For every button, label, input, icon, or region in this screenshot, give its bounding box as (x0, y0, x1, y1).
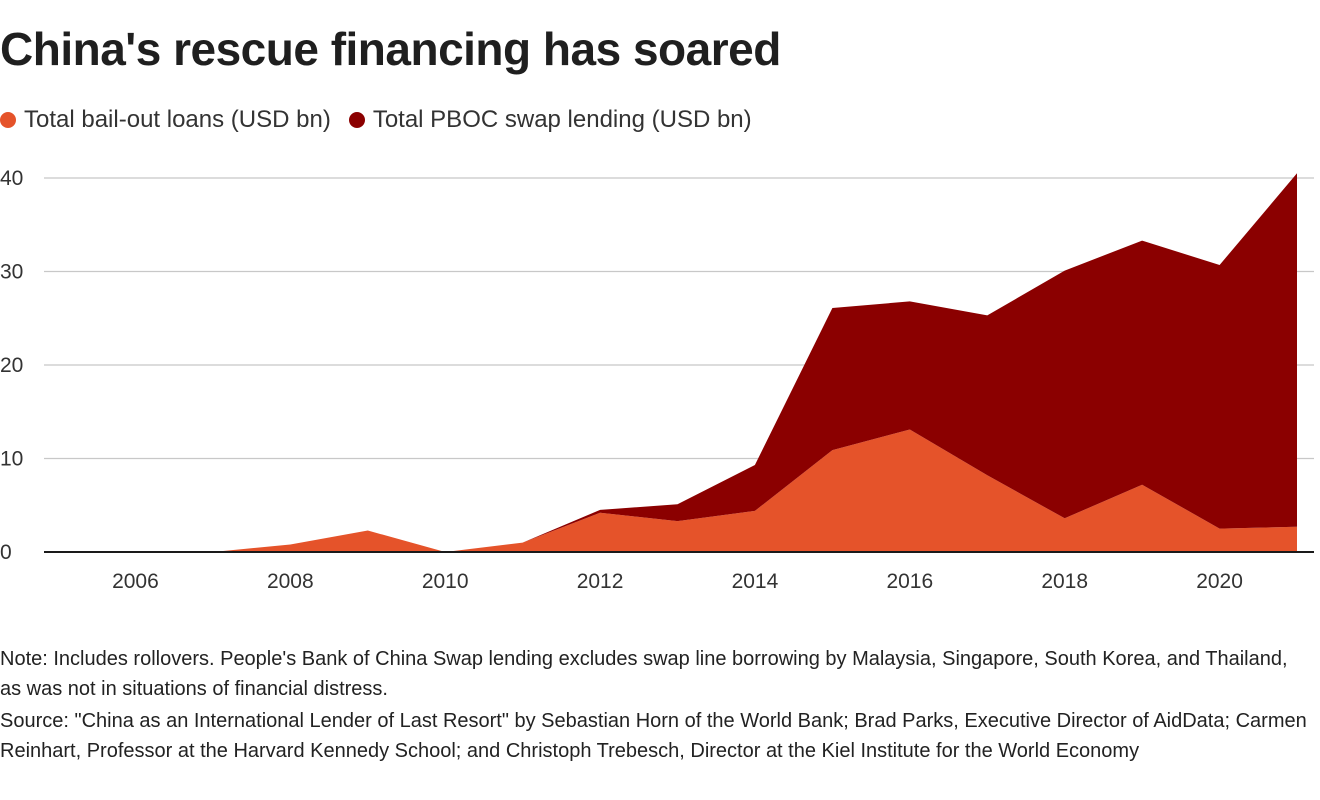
y-tick-label-40: 40 (0, 167, 23, 190)
legend-item-swap: Total PBOC swap lending (USD bn) (348, 106, 752, 134)
legend-item-bailout: Total bail-out loans (USD bn) (0, 106, 331, 134)
legend-label-swap: Total PBOC swap lending (USD bn) (372, 106, 752, 133)
y-tick-label-20: 20 (0, 354, 23, 377)
series-area-pboc-swap-lending (58, 173, 1297, 553)
x-tick-label-2006: 2006 (112, 570, 159, 593)
series-area-bailout-loans (58, 429, 1297, 552)
series-areas (58, 173, 1297, 553)
x-tick-label-2016: 2016 (886, 570, 933, 593)
x-tick-label-2012: 2012 (577, 570, 624, 593)
chart-legend: Total bail-out loans (USD bn) Total PBOC… (0, 106, 770, 134)
chart-source: Source: "China as an International Lende… (0, 710, 1307, 762)
stacked-area-chart: 0 10 20 30 40 2006 2008 2010 2012 2014 2016 2018 202… (0, 167, 1314, 593)
x-tick-label-2010: 2010 (422, 570, 469, 593)
x-tick-label-2018: 2018 (1041, 570, 1088, 593)
x-tick-label-2008: 2008 (267, 570, 314, 593)
axes: 0 10 20 30 40 2006 2008 2010 2012 2014 2016 2018 202… (0, 167, 1314, 593)
y-tick-label-30: 30 (0, 261, 23, 284)
y-tick-label-0: 0 (0, 541, 12, 564)
x-tick-label-2020: 2020 (1196, 570, 1243, 593)
chart-note: Note: Includes rollovers. People's Bank … (0, 648, 1288, 700)
legend-swatch-swap (348, 112, 365, 128)
legend-swatch-bailout (0, 112, 16, 128)
chart-title: China's rescue financing has soared (0, 23, 781, 75)
x-tick-label-2014: 2014 (732, 570, 779, 593)
y-tick-label-10: 10 (0, 448, 23, 471)
legend-label-bailout: Total bail-out loans (USD bn) (24, 106, 331, 133)
